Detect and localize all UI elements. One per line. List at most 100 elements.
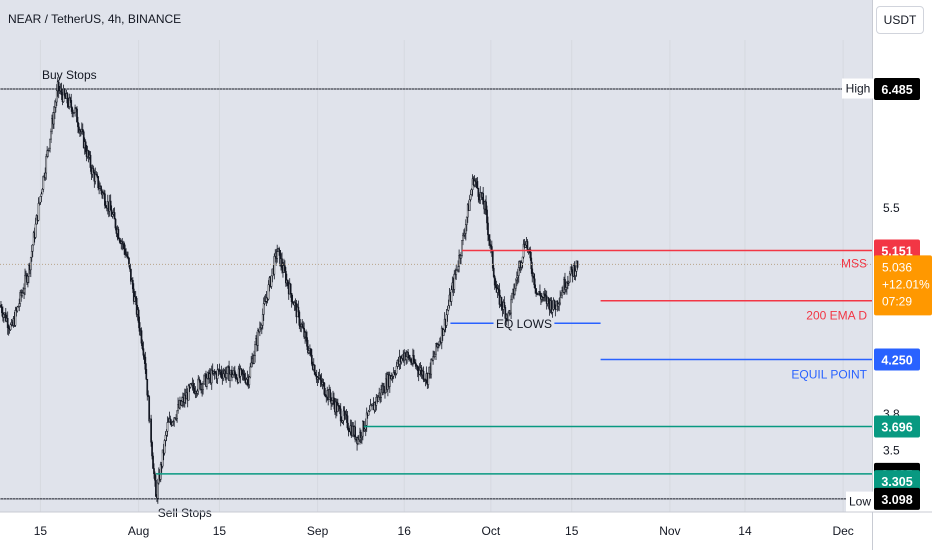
candle-body xyxy=(297,306,300,313)
candle-body xyxy=(515,277,518,281)
candle-body xyxy=(225,373,228,378)
candle-body xyxy=(455,270,458,275)
high-label: High xyxy=(846,82,871,96)
candle-body xyxy=(144,356,147,370)
price-tick-label: 5.5 xyxy=(883,201,900,215)
candle-body xyxy=(143,355,146,358)
candle-body xyxy=(516,275,519,279)
candle-body xyxy=(44,172,47,178)
level-labels: Buy Stops Sell Stops MSS 200 EMA D EQ LOWS EQ… xyxy=(42,68,868,520)
candle-body xyxy=(24,275,26,290)
candle-body xyxy=(493,276,496,286)
candle-body xyxy=(339,408,342,422)
candle-body xyxy=(442,329,445,336)
candle-body xyxy=(338,406,341,410)
candle-body xyxy=(286,279,289,287)
candle-body xyxy=(54,101,57,108)
candle-body xyxy=(487,222,489,236)
time-tick-label: Dec xyxy=(832,524,853,538)
candle-body xyxy=(124,248,126,256)
time-tick-label: Aug xyxy=(128,524,149,538)
plot-background xyxy=(0,0,872,512)
time-tick-label: Oct xyxy=(482,524,501,538)
candle-body xyxy=(464,224,467,234)
candle-body xyxy=(310,348,312,356)
candle-body xyxy=(42,175,45,190)
candle-body xyxy=(446,309,449,315)
time-tick-label: 15 xyxy=(213,524,227,538)
current-price-line-2: 07:29 xyxy=(882,294,912,308)
candle-body xyxy=(130,268,132,282)
candle-body xyxy=(470,189,473,195)
candle-body xyxy=(118,238,121,241)
candle-body xyxy=(142,348,145,356)
candle-body xyxy=(503,302,506,308)
candle-body xyxy=(145,369,148,380)
candle-body xyxy=(405,356,408,360)
candle-body xyxy=(159,464,162,480)
level-label-ema-200: 200 EMA D xyxy=(806,309,867,323)
candle-body xyxy=(50,130,52,140)
candle-body xyxy=(153,468,155,475)
candle-body xyxy=(511,293,513,301)
candle-body xyxy=(261,314,264,326)
candle-body xyxy=(418,370,421,375)
candle-body xyxy=(482,193,485,205)
currency-button[interactable]: USDT xyxy=(876,6,924,34)
candle-body xyxy=(560,294,562,298)
candle-body xyxy=(23,288,25,293)
levels xyxy=(0,88,872,500)
candle-body xyxy=(298,311,301,326)
candle-body xyxy=(570,266,573,270)
candle-body xyxy=(48,147,50,151)
candle-body xyxy=(181,401,183,406)
candle-body xyxy=(49,138,51,149)
candle-body xyxy=(491,251,494,269)
candle-body xyxy=(69,97,72,101)
candle-body xyxy=(427,373,430,385)
candle-body xyxy=(565,287,567,290)
candle-body xyxy=(360,431,362,439)
low-label: Low xyxy=(849,495,871,509)
candle-body xyxy=(6,318,9,328)
candle-body xyxy=(433,356,435,358)
price-tag-label: 3.098 xyxy=(881,493,912,507)
candle-body xyxy=(233,370,236,375)
candle-body xyxy=(377,396,380,402)
price-tag-label: 5.151 xyxy=(881,244,912,258)
candle-body xyxy=(128,257,130,265)
candle-body xyxy=(220,370,223,376)
candle-body xyxy=(319,375,322,381)
candle-body xyxy=(40,193,43,197)
candle-body xyxy=(434,353,436,357)
candle-body xyxy=(370,404,373,407)
candle-body xyxy=(460,255,462,259)
candle-body xyxy=(517,267,520,276)
high-box xyxy=(842,78,874,99)
candle-body xyxy=(273,256,276,275)
candle-body xyxy=(114,218,117,229)
time-tick-label: 15 xyxy=(565,524,579,538)
price-tag-label: 4.250 xyxy=(881,354,912,368)
price-tag-bg xyxy=(874,487,920,510)
candle-body xyxy=(346,415,349,429)
candle-body xyxy=(197,378,200,392)
candle-body xyxy=(187,385,190,401)
candle-body xyxy=(551,308,554,313)
candle-body xyxy=(245,379,248,384)
candle-body xyxy=(367,411,370,416)
candle-body xyxy=(323,382,326,395)
candle-body xyxy=(111,214,114,217)
candle-body xyxy=(14,309,17,326)
candle-body xyxy=(324,394,327,397)
candle-body xyxy=(447,305,450,311)
candle-body xyxy=(169,418,172,423)
price-axis: 6.4895.53.83.53.076HighLow6.4855.1514.73… xyxy=(842,0,932,550)
candle-body xyxy=(310,354,313,365)
candle-body xyxy=(576,260,579,268)
price-tag-bg xyxy=(874,470,920,493)
candle-body xyxy=(489,239,491,246)
candle-body xyxy=(96,174,99,177)
